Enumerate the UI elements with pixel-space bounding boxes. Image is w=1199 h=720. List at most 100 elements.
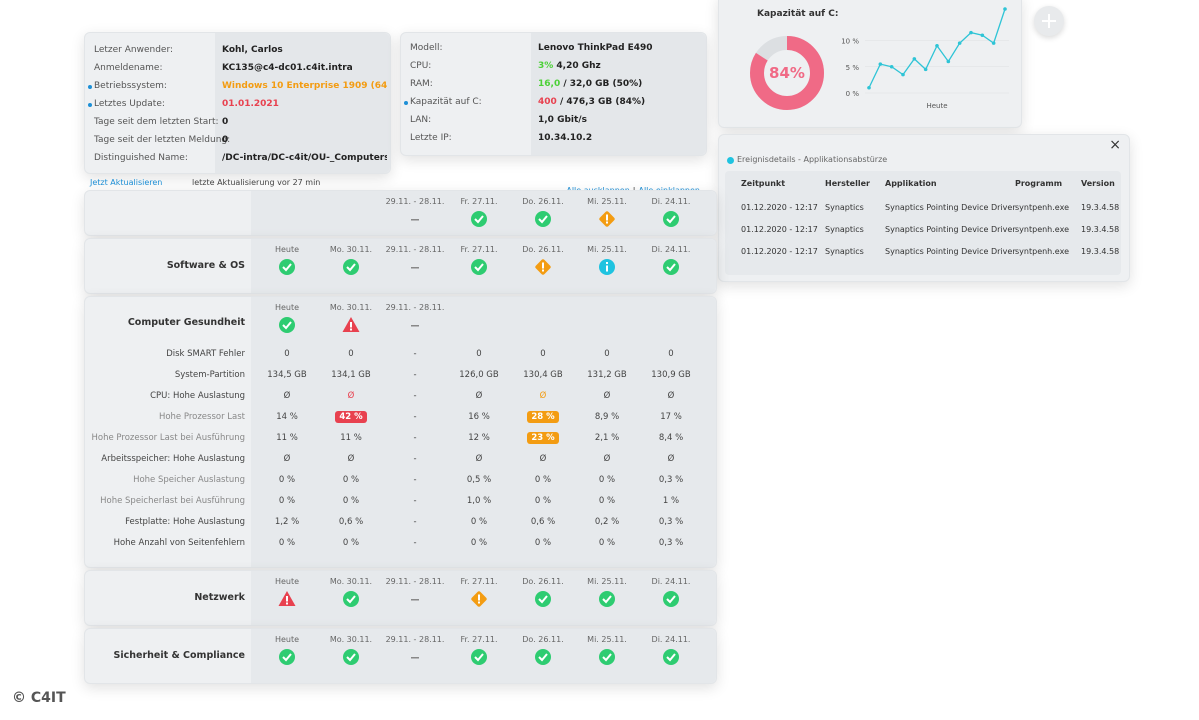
status-icon-ok (343, 591, 359, 607)
metric-value: 130,4 GB (523, 370, 563, 380)
add-button[interactable] (1034, 6, 1064, 36)
metric-cell: 0 (575, 349, 639, 359)
metric-cell: 0 % (511, 496, 575, 506)
icon-bg (343, 259, 359, 275)
field-value-row: 1,0 Gbit/s (538, 115, 587, 125)
check (474, 263, 484, 272)
metric-value: Ø (539, 391, 547, 401)
metric-cell: 131,2 GB (575, 370, 639, 380)
day-header: Mo. 30.11. (329, 245, 373, 254)
metric-cell: 0 % (575, 475, 639, 485)
refresh-link[interactable]: Jetzt Aktualisieren (90, 178, 163, 187)
field-label: Anmeldename: (94, 63, 163, 73)
metric-label: Arbeitsspeicher: Hohe Auslastung (101, 454, 245, 464)
status-icon-ok (663, 259, 679, 275)
status-icon-none (411, 219, 419, 221)
day-header: Mi. 25.11. (587, 577, 627, 586)
metric-value: 1 % (662, 496, 680, 506)
check (666, 653, 676, 662)
icon-bg (343, 591, 359, 607)
status-icon-ok (471, 649, 487, 665)
metric-cell: Ø (447, 391, 511, 401)
metric-value: - (413, 433, 417, 443)
check (346, 595, 356, 604)
field-value: 01.01.2021 (222, 99, 279, 109)
metric-value: 0,3 % (658, 517, 684, 527)
metric-cell: 0 % (319, 538, 383, 548)
day-header: Fr. 27.11. (460, 577, 498, 586)
check (282, 653, 292, 662)
metric-value: 0 % (342, 538, 360, 548)
metric-value: - (413, 496, 417, 506)
metric-cell: - (383, 454, 447, 464)
metric-value: 0 % (598, 496, 616, 506)
mark (606, 221, 608, 224)
day-header: 29.11. - 28.11. (385, 197, 445, 206)
day-header: Di. 24.11. (651, 197, 691, 206)
metric-cell: 17 % (639, 412, 703, 422)
metric-value: 0 % (534, 496, 552, 506)
metric-value: 0 % (534, 475, 552, 485)
event-cell: syntpenh.exe (1015, 247, 1069, 256)
day-header: Fr. 27.11. (460, 197, 498, 206)
metric-cell: 0 % (511, 538, 575, 548)
field-value: KC135@c4-dc01.c4it.intra (222, 63, 353, 73)
metric-cell: 42 % (319, 411, 383, 423)
metric-value: - (413, 412, 417, 422)
status-icon-info (599, 259, 615, 275)
usage-point (957, 41, 962, 45)
icon-bg (471, 259, 487, 275)
metric-cell: - (383, 349, 447, 359)
day-header: Mo. 30.11. (329, 577, 373, 586)
close-button[interactable]: × (1109, 137, 1121, 153)
day-columns-bg (251, 297, 716, 567)
status-icon-ok (535, 211, 551, 227)
check (666, 215, 676, 224)
metric-cell: 0 % (575, 496, 639, 506)
metric-value: - (413, 391, 417, 401)
icon-bg (663, 211, 679, 227)
metric-label: System-Partition (174, 370, 245, 380)
section-name: Sicherheit & Compliance (113, 650, 245, 661)
field-label: Tage seit der letzten Meldung: (94, 135, 231, 145)
metric-value: - (413, 475, 417, 485)
icon-bg (599, 649, 615, 665)
field-value: Lenovo ThinkPad E490 (538, 43, 653, 53)
value-highlight: 16,0 (538, 79, 561, 89)
value-highlight: 3% (538, 61, 554, 71)
dash (411, 657, 419, 659)
day-header: Heute (274, 577, 300, 586)
status-icon-none (411, 599, 419, 601)
field-label: Modell: (410, 43, 443, 53)
metric-value: 17 % (660, 412, 682, 422)
metric-value: - (413, 517, 417, 527)
check (538, 595, 548, 604)
status-icon-ok (279, 649, 295, 665)
day-header: 29.11. - 28.11. (385, 245, 445, 254)
metric-value: 0 % (278, 496, 296, 506)
refresh-note: letzte Aktualisierung vor 27 min (192, 178, 321, 187)
metric-value: 8,4 % (658, 433, 684, 443)
metric-cell: Ø (319, 454, 383, 464)
status-dot (88, 103, 92, 107)
metric-value: 1,2 % (274, 517, 300, 527)
dash (411, 219, 419, 221)
day-header: Heute (274, 245, 300, 254)
icon-bg (663, 649, 679, 665)
field-value: 0 (222, 135, 229, 145)
metric-value: 0 % (278, 475, 296, 485)
metric-cell: 0,3 % (639, 475, 703, 485)
mark (606, 265, 608, 272)
metric-label: Hohe Speicher Auslastung (133, 475, 245, 485)
event-cell: Synaptics Pointing Device Driver (885, 247, 1016, 256)
capacity-title: Kapazität auf C: (757, 9, 839, 19)
metric-cell: - (383, 391, 447, 401)
metric-label: Hohe Prozessor Last bei Ausführung (91, 433, 246, 443)
metric-cell: 2,1 % (575, 433, 639, 443)
status-icon-ok (279, 317, 295, 333)
status-icon-ok (599, 649, 615, 665)
metric-cell: 0,6 % (319, 517, 383, 527)
field-label: Tage seit dem letzten Start: (94, 117, 219, 127)
status-icon-ok (663, 211, 679, 227)
metric-cell: 0 % (255, 496, 319, 506)
